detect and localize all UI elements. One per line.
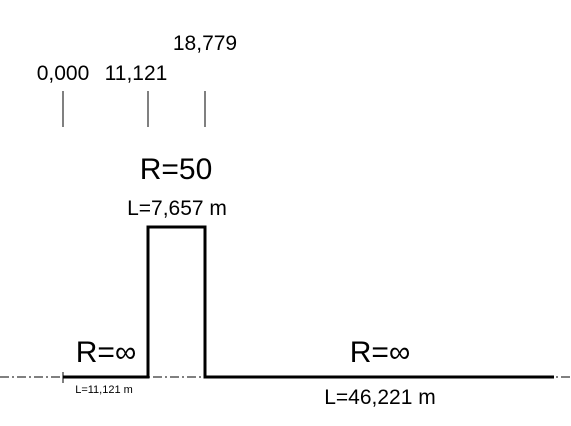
station-label-1: 11,121 xyxy=(105,62,168,85)
segment-2-radius-label: R=50 xyxy=(140,153,213,186)
segment-3-radius-label: R=∞ xyxy=(350,336,411,369)
segment-1-radius-label: R=∞ xyxy=(76,336,137,369)
segment-3-length-label: L=46,221 m xyxy=(324,386,436,409)
segment-2-length-label: L=7,657 m xyxy=(127,197,227,220)
station-label-2: 18,779 xyxy=(173,32,237,55)
curvature-line xyxy=(63,225,554,379)
segment-1-length-label: L=11,121 m xyxy=(75,384,133,396)
station-label-0: 0,000 xyxy=(37,62,90,85)
